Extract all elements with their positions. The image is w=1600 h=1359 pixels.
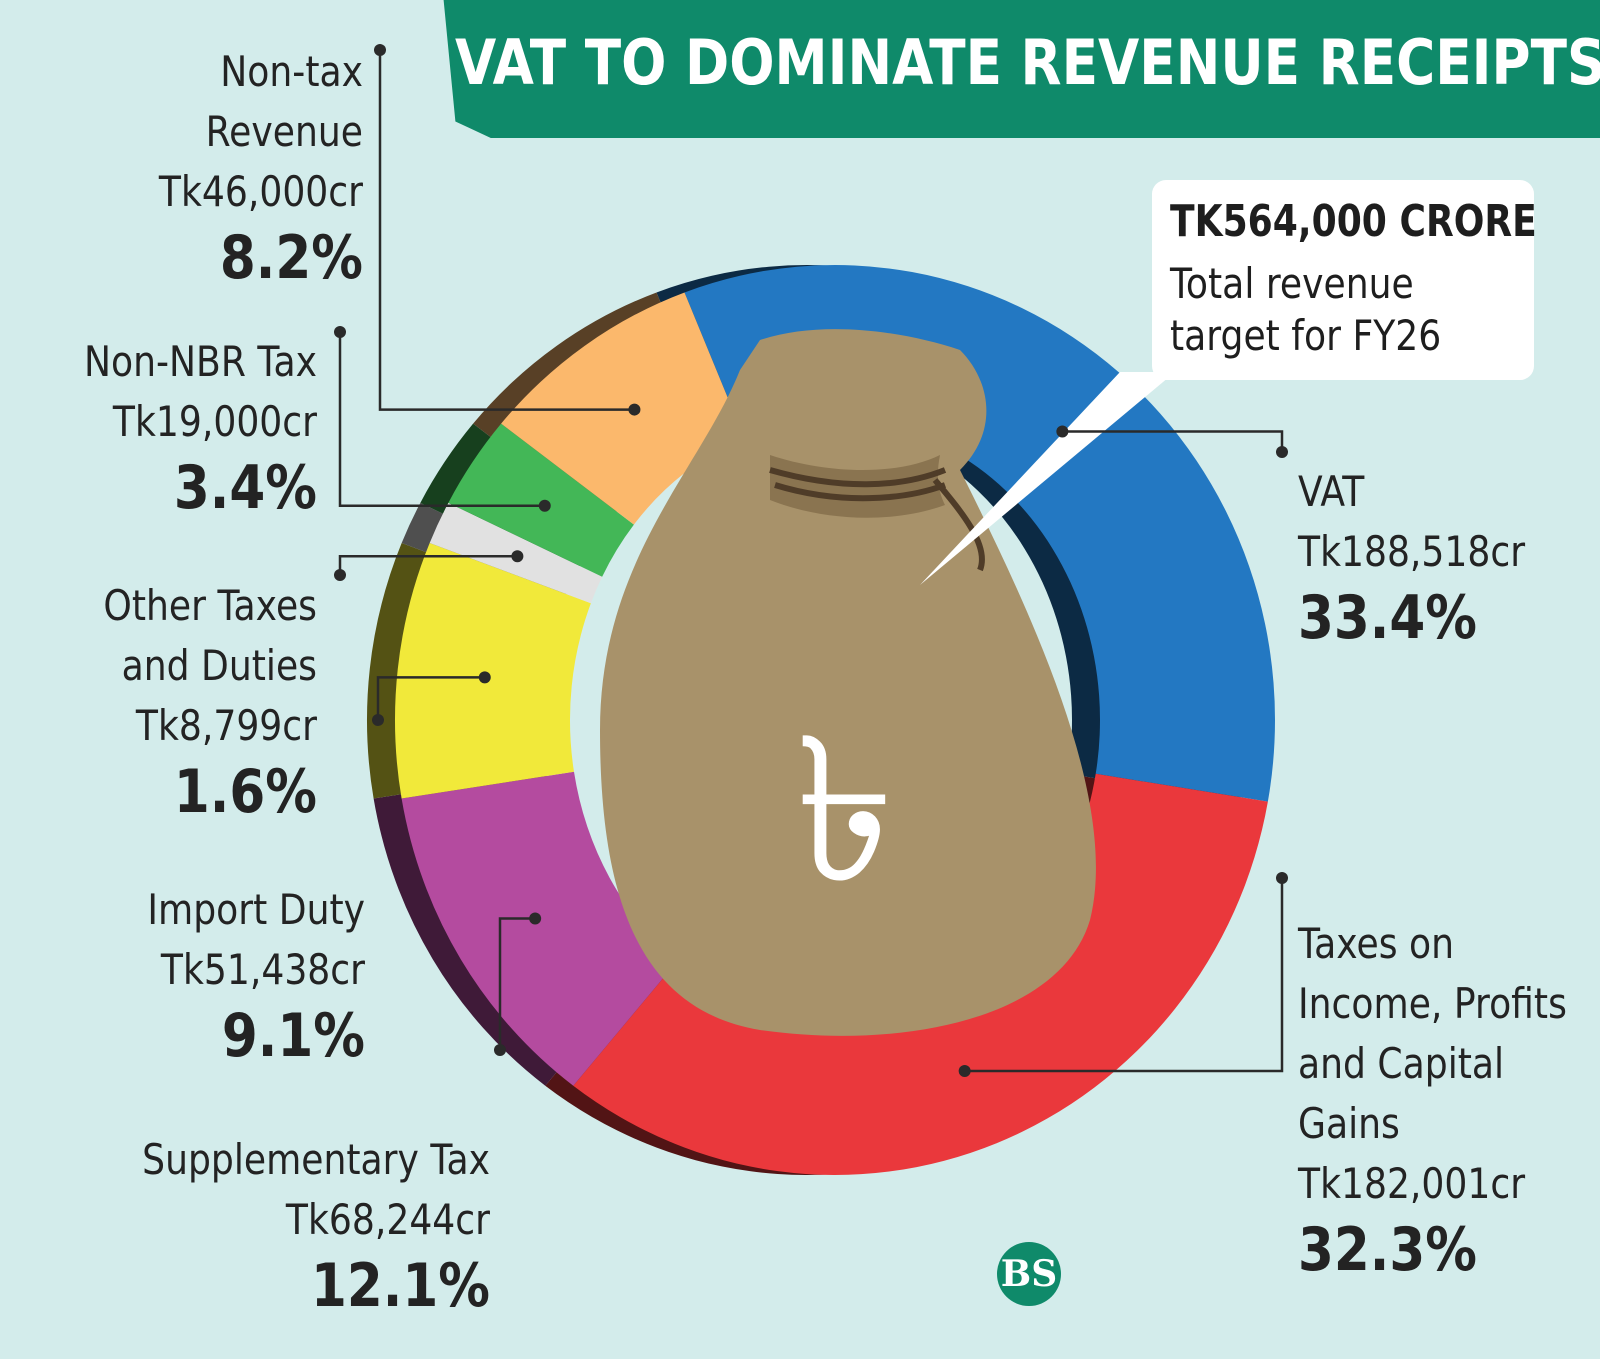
total-amount: TK564,000 CRORE (1170, 196, 1537, 247)
publisher-logo: BS (997, 1242, 1061, 1306)
slice-percent: 33.4% (1298, 583, 1478, 653)
leader-line (964, 878, 1284, 1073)
money-bag-body (600, 329, 1096, 1036)
slice-amount: Tk51,438cr (160, 945, 365, 994)
slice-percent: 1.6% (173, 757, 317, 827)
label-non-tax-revenue: Non-tax Revenue Tk46,000cr 8.2% (105, 42, 363, 294)
leader-line (1062, 430, 1284, 452)
leader-dot (334, 569, 346, 581)
slice-amount: Tk19,000cr (112, 397, 318, 446)
slice (394, 542, 591, 799)
slice-amount: Tk188,518cr (1298, 527, 1526, 576)
taka-symbol: ৳ (795, 695, 895, 928)
label-vat: VAT Tk188,518cr 33.4% (1298, 462, 1525, 654)
money-bag-rope (769, 467, 985, 572)
callout-pointer (920, 372, 1175, 585)
slice (401, 771, 678, 1086)
leader-dot (529, 912, 542, 925)
slice-name: Non-tax Revenue (205, 47, 363, 156)
leader-dot (334, 326, 346, 338)
leader-line (376, 676, 485, 720)
slice-name: Supplementary Tax (142, 1135, 490, 1184)
slice-percent: 32.3% (1298, 1215, 1478, 1285)
slice-name: VAT (1298, 467, 1365, 516)
leader-dot (478, 671, 491, 684)
leader-dot (372, 714, 384, 726)
label-income-tax: Taxes on Income, Profits and Capital Gai… (1298, 914, 1590, 1286)
label-supplementary-tax: Supplementary Tax Tk68,244cr 12.1% (94, 1130, 490, 1322)
leader-line (338, 332, 545, 508)
leader-dot (1276, 446, 1288, 458)
slice-amount: Tk68,244cr (285, 1195, 490, 1244)
slice-name: Other Taxes and Duties (103, 581, 318, 690)
title-banner (420, 0, 1600, 138)
slice-percent: 3.4% (173, 453, 317, 523)
label-non-nbr-tax: Non-NBR Tax Tk19,000cr 3.4% (59, 332, 317, 524)
slice-amount: Tk182,001cr (1298, 1159, 1526, 1208)
slice-name: Non-NBR Tax (83, 337, 317, 386)
slice-percent: 9.1% (221, 1001, 365, 1071)
leader-dot (374, 44, 386, 56)
leader-line (378, 50, 635, 411)
leader-dot (538, 499, 551, 512)
total-description: Total revenue target for FY26 (1170, 259, 1442, 360)
leader-dot (1276, 872, 1288, 884)
label-other-taxes: Other Taxes and Duties Tk8,799cr 1.6% (59, 576, 317, 828)
slice-name: Taxes on Income, Profits and Capital Gai… (1298, 919, 1567, 1148)
leader-dot (628, 403, 641, 416)
chart-title: VAT TO DOMINATE REVENUE RECEIPTS (455, 26, 1600, 99)
money-bag-icon: ৳ (600, 329, 1096, 1036)
leader-dot (1056, 425, 1069, 438)
total-callout (1152, 180, 1534, 380)
leader-line (498, 917, 536, 1050)
slice-percent: 8.2% (219, 223, 363, 293)
leader-dot (494, 1044, 506, 1056)
leader-line (338, 555, 518, 575)
leader-dot (511, 550, 524, 563)
slice-percent: 12.1% (310, 1251, 490, 1321)
label-import-duty: Import Duty Tk51,438cr 9.1% (73, 880, 365, 1072)
slice-amount: Tk8,799cr (135, 701, 317, 750)
slice-name: Import Duty (147, 885, 365, 934)
slice (448, 423, 634, 577)
slice-amount: Tk46,000cr (158, 167, 363, 216)
leader-dot (958, 1065, 971, 1078)
